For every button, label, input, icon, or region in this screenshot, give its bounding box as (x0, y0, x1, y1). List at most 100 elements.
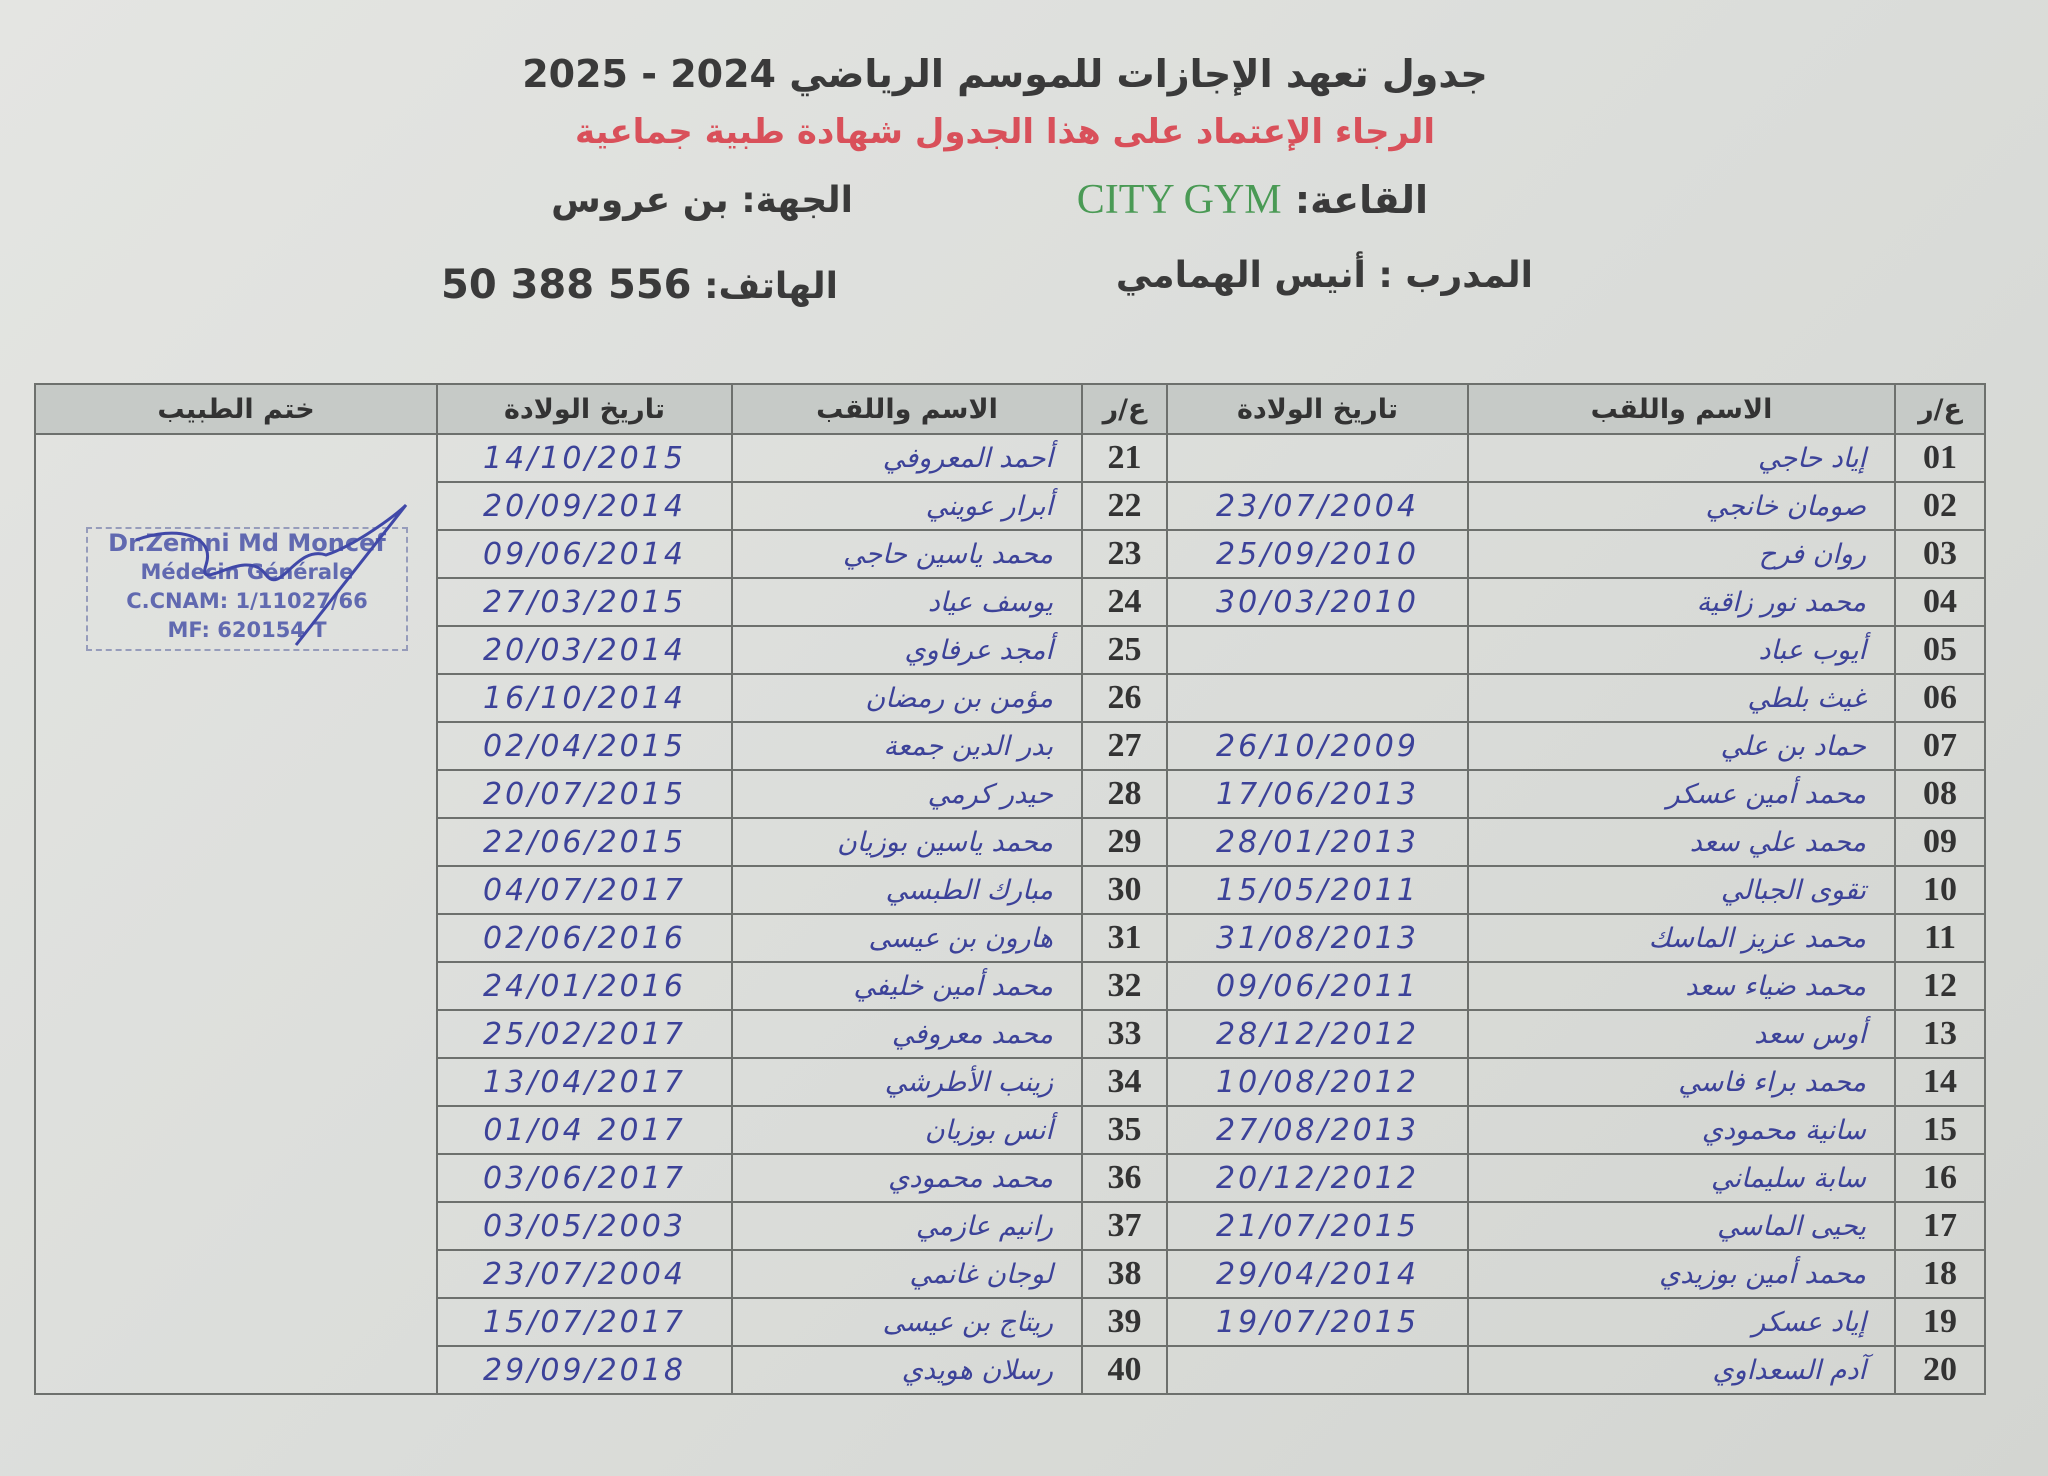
row-number: 01 (1894, 433, 1986, 483)
table-row: 20 آدم السعداوي 40 رسلان هويدي 29/09/2018 (35, 1345, 1986, 1395)
birth-date: 22/06/2015 (436, 817, 733, 867)
birth-date: 15/05/2011 (1166, 865, 1469, 915)
row-number: 20 (1894, 1345, 1986, 1395)
player-name: صومان خانجي (1467, 481, 1896, 531)
row-number: 34 (1081, 1057, 1168, 1107)
table-row: 11 محمد عزيز الماسك 31/08/2013 31 هارون بن ع… (35, 913, 1986, 963)
birth-date: 24/01/2016 (436, 961, 733, 1011)
row-number: 18 (1894, 1249, 1986, 1299)
player-name: أوس سعد (1467, 1009, 1896, 1059)
row-number: 13 (1894, 1009, 1986, 1059)
birth-date: 21/07/2015 (1166, 1201, 1469, 1251)
header-name: الاسم واللقب (1467, 383, 1896, 435)
birth-date: 09/06/2011 (1166, 961, 1469, 1011)
player-name: أيوب عباد (1467, 625, 1896, 675)
row-number: 10 (1894, 865, 1986, 915)
row-number: 12 (1894, 961, 1986, 1011)
table-row: 02 صومان خانجي 23/07/2004 22 أبرار عويني 20/0… (35, 481, 1986, 531)
row-number: 02 (1894, 481, 1986, 531)
player-name: محمد نور زاقية (1467, 577, 1896, 627)
player-name: رانيم عازمي (731, 1201, 1083, 1251)
row-number: 38 (1081, 1249, 1168, 1299)
player-name: محمد علي سعد (1467, 817, 1896, 867)
player-name: سانية محمودي (1467, 1105, 1896, 1155)
player-name: إياد عسكر (1467, 1297, 1896, 1347)
player-name: غيث بلطي (1467, 673, 1896, 723)
table-row: 01 إياد حاجي 21 أحمد المعروفي 14/10/2015 Dr.Z… (34, 433, 1986, 1395)
player-name: زينب الأطرشي (731, 1057, 1083, 1107)
player-name: بدر الدين جمعة (731, 721, 1083, 771)
row-number: 30 (1081, 865, 1168, 915)
birth-date (1166, 673, 1469, 723)
birth-date: 14/10/2015 (436, 433, 733, 483)
birth-date: 17/06/2013 (1166, 769, 1469, 819)
birth-date: 19/07/2015 (1166, 1297, 1469, 1347)
table-row: 13 أوس سعد 28/12/2012 33 محمد معروفي 25/02/20… (35, 1009, 1986, 1059)
coach-label: المدرب : (1378, 255, 1533, 296)
birth-date: 03/05/2003 (436, 1201, 733, 1251)
birth-date: 20/12/2012 (1166, 1153, 1469, 1203)
coach-value: أنيس الهمامي (1115, 255, 1366, 296)
table-row: 10 تقوى الجبالي 15/05/2011 30 مبارك الطبسي 04… (35, 865, 1986, 915)
row-number: 37 (1081, 1201, 1168, 1251)
birth-date: 27/08/2013 (1166, 1105, 1469, 1155)
player-name: إياد حاجي (1467, 433, 1896, 483)
phone-value: 50 388 556 (441, 262, 692, 308)
birth-date: 16/10/2014 (436, 673, 733, 723)
player-name: محمد ضياء سعد (1467, 961, 1896, 1011)
document-subtitle: الرجاء الإعتماد على هذا الجدول شهادة طبي… (574, 112, 1436, 152)
player-name: يحيى الماسي (1467, 1201, 1896, 1251)
birth-date: 26/10/2009 (1166, 721, 1469, 771)
table-row: 18 محمد أمين بوزيدي 29/04/2014 38 لوجان غانم… (35, 1249, 1986, 1299)
table-row: 09 محمد علي سعد 28/01/2013 29 محمد ياسين بوز… (35, 817, 1986, 867)
player-name: لوجان غانمي (731, 1249, 1083, 1299)
player-name: محمد أمين بوزيدي (1467, 1249, 1896, 1299)
region-label: الجهة: (741, 180, 853, 221)
player-name: سابة سليماني (1467, 1153, 1896, 1203)
header-num: ع/ر (1894, 383, 1986, 435)
hall-value: CITY GYM (1076, 177, 1282, 223)
row-number: 35 (1081, 1105, 1168, 1155)
doctor-signature (135, 503, 408, 646)
player-name: ريتاج بن عيسى (731, 1297, 1083, 1347)
row-number: 39 (1081, 1297, 1168, 1347)
row-number: 26 (1081, 673, 1168, 723)
table-row: 07 حماد بن علي 26/10/2009 27 بدر الدين جمعة 0… (35, 721, 1986, 771)
player-name: أبرار عويني (731, 481, 1083, 531)
row-number: 25 (1081, 625, 1168, 675)
birth-date: 10/08/2012 (1166, 1057, 1469, 1107)
birth-date: 01/04 2017 (436, 1105, 733, 1155)
player-name: محمد عزيز الماسك (1467, 913, 1896, 963)
row-number: 08 (1894, 769, 1986, 819)
table-row: 06 غيث بلطي 26 مؤمن بن رمضان 16/10/2014 (35, 673, 1986, 723)
player-name: رسلان هويدي (731, 1345, 1083, 1395)
row-number: 24 (1081, 577, 1168, 627)
table-row: 04 محمد نور زاقية 30/03/2010 24 يوسف عياد 27/… (35, 577, 1986, 627)
row-number: 27 (1081, 721, 1168, 771)
row-number: 06 (1894, 673, 1986, 723)
birth-date: 20/03/2014 (436, 625, 733, 675)
birth-date: 23/07/2004 (436, 1249, 733, 1299)
row-number: 03 (1894, 529, 1986, 579)
birth-date: 25/02/2017 (436, 1009, 733, 1059)
row-number: 28 (1081, 769, 1168, 819)
birth-date: 02/04/2015 (436, 721, 733, 771)
table-row: 14 محمد براء فاسي 10/08/2012 34 زينب الأطرشي… (35, 1057, 1986, 1107)
player-name: حيدر كرمي (731, 769, 1083, 819)
license-table: ع/ر الاسم واللقب تاريخ الولادة ع/ر الاسم… (34, 383, 1986, 1395)
row-number: 11 (1894, 913, 1986, 963)
player-name: مؤمن بن رمضان (731, 673, 1083, 723)
player-name: محمد أمين خليفي (731, 961, 1083, 1011)
player-name: محمد أمين عسكر (1467, 769, 1896, 819)
row-number: 15 (1894, 1105, 1986, 1155)
row-number: 36 (1081, 1153, 1168, 1203)
player-name: محمد محمودي (731, 1153, 1083, 1203)
table-row: 17 يحيى الماسي 21/07/2015 37 رانيم عازمي 03/0… (35, 1201, 1986, 1251)
table-row: 03 روان فرح 25/09/2010 23 محمد ياسين حاجي 09/… (35, 529, 1986, 579)
player-name: حماد بن علي (1467, 721, 1896, 771)
birth-date: 23/07/2004 (1166, 481, 1469, 531)
birth-date: 28/12/2012 (1166, 1009, 1469, 1059)
birth-date (1166, 1345, 1469, 1395)
player-name: أحمد المعروفي (731, 433, 1083, 483)
birth-date: 25/09/2010 (1166, 529, 1469, 579)
